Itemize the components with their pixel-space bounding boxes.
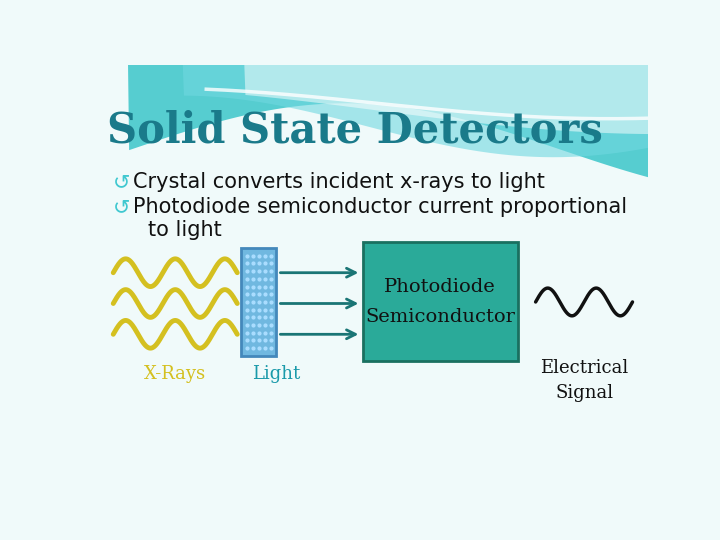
Polygon shape [90, 65, 648, 177]
Text: Crystal converts incident x-rays to light: Crystal converts incident x-rays to ligh… [132, 172, 544, 192]
Text: to light: to light [148, 220, 222, 240]
Text: Photodiode
Semiconductor: Photodiode Semiconductor [365, 278, 516, 326]
Text: X-Rays: X-Rays [144, 366, 207, 383]
Polygon shape [90, 65, 648, 157]
Text: Light: Light [252, 366, 300, 383]
Text: ↺: ↺ [113, 172, 131, 192]
Bar [241, 248, 276, 356]
Text: Electrical
Signal: Electrical Signal [540, 359, 629, 402]
Text: Solid State Detectors: Solid State Detectors [107, 109, 603, 151]
Polygon shape [90, 65, 648, 134]
Bar [363, 242, 518, 361]
Text: Photodiode semiconductor current proportional: Photodiode semiconductor current proport… [132, 197, 626, 217]
Text: ↺: ↺ [113, 197, 131, 217]
